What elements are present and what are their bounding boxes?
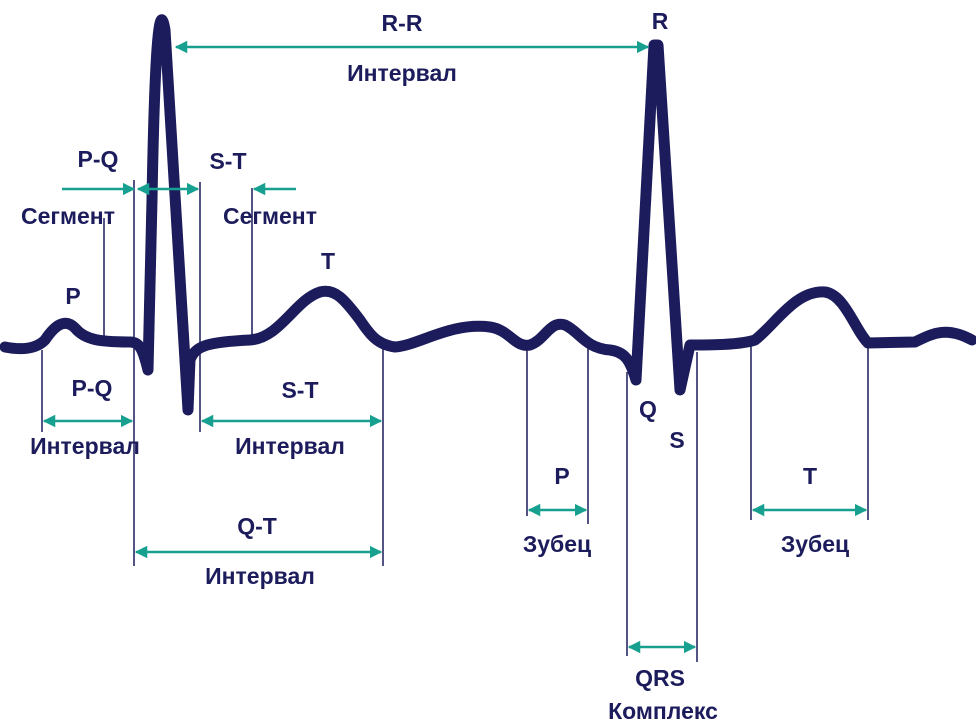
measure-kind: Сегмент: [223, 203, 317, 229]
peak-label: Q: [639, 396, 657, 422]
measure-name: R-R: [382, 10, 423, 36]
measure-name: P-Q: [72, 375, 113, 401]
peak-label: P: [65, 283, 80, 309]
measure-kind: Комплекс: [608, 698, 718, 724]
measure-kind: Сегмент: [21, 203, 115, 229]
measure-name: S-T: [281, 377, 318, 403]
peak-label: S: [669, 427, 684, 453]
measure-name: P: [554, 463, 569, 489]
measure-kind: Интервал: [347, 60, 457, 86]
measure-kind: Зубец: [781, 531, 849, 557]
measure-name: P-Q: [78, 146, 119, 172]
measure-kind: Интервал: [235, 433, 345, 459]
measure-name: S-T: [209, 148, 246, 174]
measure-name: T: [803, 463, 817, 489]
peak-label: T: [321, 248, 335, 274]
ecg-trace: [0, 14, 976, 416]
guide-lines: [41, 180, 869, 662]
measure-kind: Интервал: [205, 563, 315, 589]
arrows: [42, 40, 868, 654]
peak-label: R: [652, 8, 669, 34]
measure-kind: Зубец: [523, 531, 591, 557]
measure-name: QRS: [635, 665, 685, 691]
measure-kind: Интервал: [30, 433, 140, 459]
measure-name: Q-T: [237, 513, 277, 539]
